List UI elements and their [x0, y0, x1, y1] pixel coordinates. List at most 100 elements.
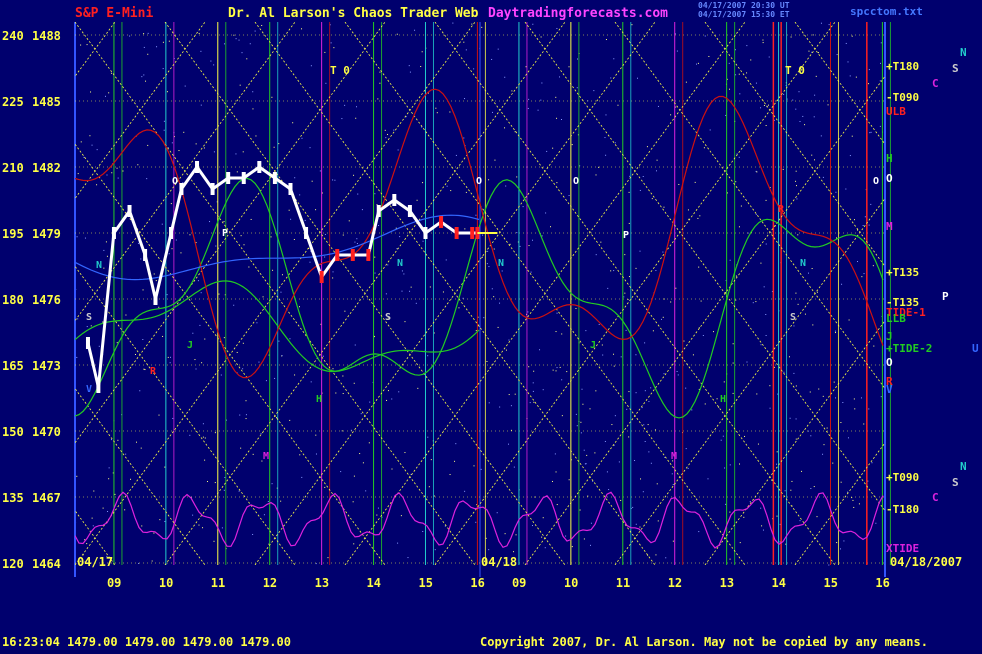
x-tick-day1: 10 — [159, 576, 173, 590]
star-dot — [879, 125, 881, 127]
star-dot — [496, 512, 498, 514]
star-dot — [153, 273, 155, 275]
star-dot — [261, 24, 263, 26]
star-dot — [142, 289, 144, 291]
star-dot — [224, 476, 226, 478]
star-dot — [359, 453, 361, 455]
star-dot — [698, 388, 700, 390]
right-legend-label: H — [886, 152, 893, 165]
star-dot — [427, 92, 429, 94]
star-dot — [324, 256, 326, 258]
planet-marker: N — [498, 258, 504, 269]
star-dot — [103, 267, 105, 269]
price-bar — [179, 183, 184, 195]
star-dot — [516, 232, 518, 234]
star-dot — [144, 369, 146, 371]
star-dot — [491, 58, 493, 60]
star-dot — [851, 35, 853, 37]
star-dot — [493, 296, 495, 298]
star-dot — [281, 274, 283, 276]
star-dot — [102, 507, 104, 509]
star-dot — [260, 433, 262, 435]
star-dot — [655, 170, 657, 172]
star-dot — [700, 300, 702, 302]
star-dot — [396, 33, 398, 35]
star-dot — [91, 144, 93, 146]
star-dot — [576, 425, 578, 427]
star-dot — [568, 66, 570, 68]
star-dot — [404, 321, 406, 323]
star-dot — [869, 132, 871, 134]
star-dot — [488, 266, 490, 268]
star-dot — [332, 179, 334, 181]
planet-marker: S — [790, 312, 796, 323]
star-dot — [103, 249, 105, 251]
star-dot — [356, 238, 358, 240]
star-dot — [204, 338, 206, 340]
star-dot — [756, 171, 758, 173]
star-dot — [455, 154, 457, 156]
star-dot — [527, 107, 529, 109]
star-dot — [327, 557, 329, 559]
star-dot — [462, 297, 464, 299]
star-dot — [774, 366, 776, 368]
star-dot — [814, 94, 816, 96]
star-dot — [164, 466, 166, 468]
price-bar — [257, 161, 262, 173]
star-dot — [652, 330, 654, 332]
star-dot — [141, 525, 143, 527]
star-dot — [586, 454, 588, 456]
price-bar — [111, 227, 116, 239]
star-dot — [628, 191, 630, 193]
star-dot — [555, 96, 557, 98]
y-price-tick: 1464 — [32, 557, 61, 571]
star-dot — [420, 65, 422, 67]
star-dot — [746, 72, 748, 74]
star-dot — [541, 536, 543, 538]
star-dot — [352, 501, 354, 503]
star-dot — [755, 170, 757, 172]
star-dot — [268, 354, 270, 356]
star-dot — [262, 296, 264, 298]
star-dot — [116, 342, 118, 344]
price-bar — [226, 172, 231, 184]
star-dot — [301, 137, 303, 139]
star-dot — [96, 149, 98, 151]
star-dot — [238, 490, 240, 492]
planet-marker: O — [172, 176, 178, 187]
star-dot — [620, 356, 622, 358]
star-dot — [777, 393, 779, 395]
star-dot — [344, 310, 346, 312]
star-dot — [545, 212, 547, 214]
star-dot — [816, 516, 818, 518]
t-diagonal — [434, 22, 836, 565]
t-diagonal — [794, 22, 885, 145]
star-dot — [501, 270, 503, 272]
star-dot — [655, 270, 657, 272]
star-dot — [593, 90, 595, 92]
star-dot — [598, 323, 600, 325]
star-dot — [427, 355, 429, 357]
x-tick-day2: 15 — [823, 576, 837, 590]
x-tick-day1: 12 — [263, 576, 277, 590]
star-dot — [851, 135, 853, 137]
star-dot — [200, 104, 202, 106]
star-dot — [504, 533, 506, 535]
star-dot — [551, 480, 553, 482]
site-link[interactable]: Daytradingforecasts.com — [488, 6, 668, 21]
star-dot — [357, 193, 359, 195]
star-dot — [594, 452, 596, 454]
t-diagonal — [254, 22, 656, 565]
star-dot — [849, 75, 851, 77]
star-dot — [847, 491, 849, 493]
planet-marker: R — [778, 204, 785, 215]
star-dot — [242, 342, 244, 344]
star-dot — [391, 468, 393, 470]
star-dot — [725, 292, 727, 294]
star-dot — [762, 42, 764, 44]
star-dot — [584, 463, 586, 465]
star-dot — [685, 387, 687, 389]
star-dot — [672, 484, 674, 486]
star-dot — [635, 523, 637, 525]
